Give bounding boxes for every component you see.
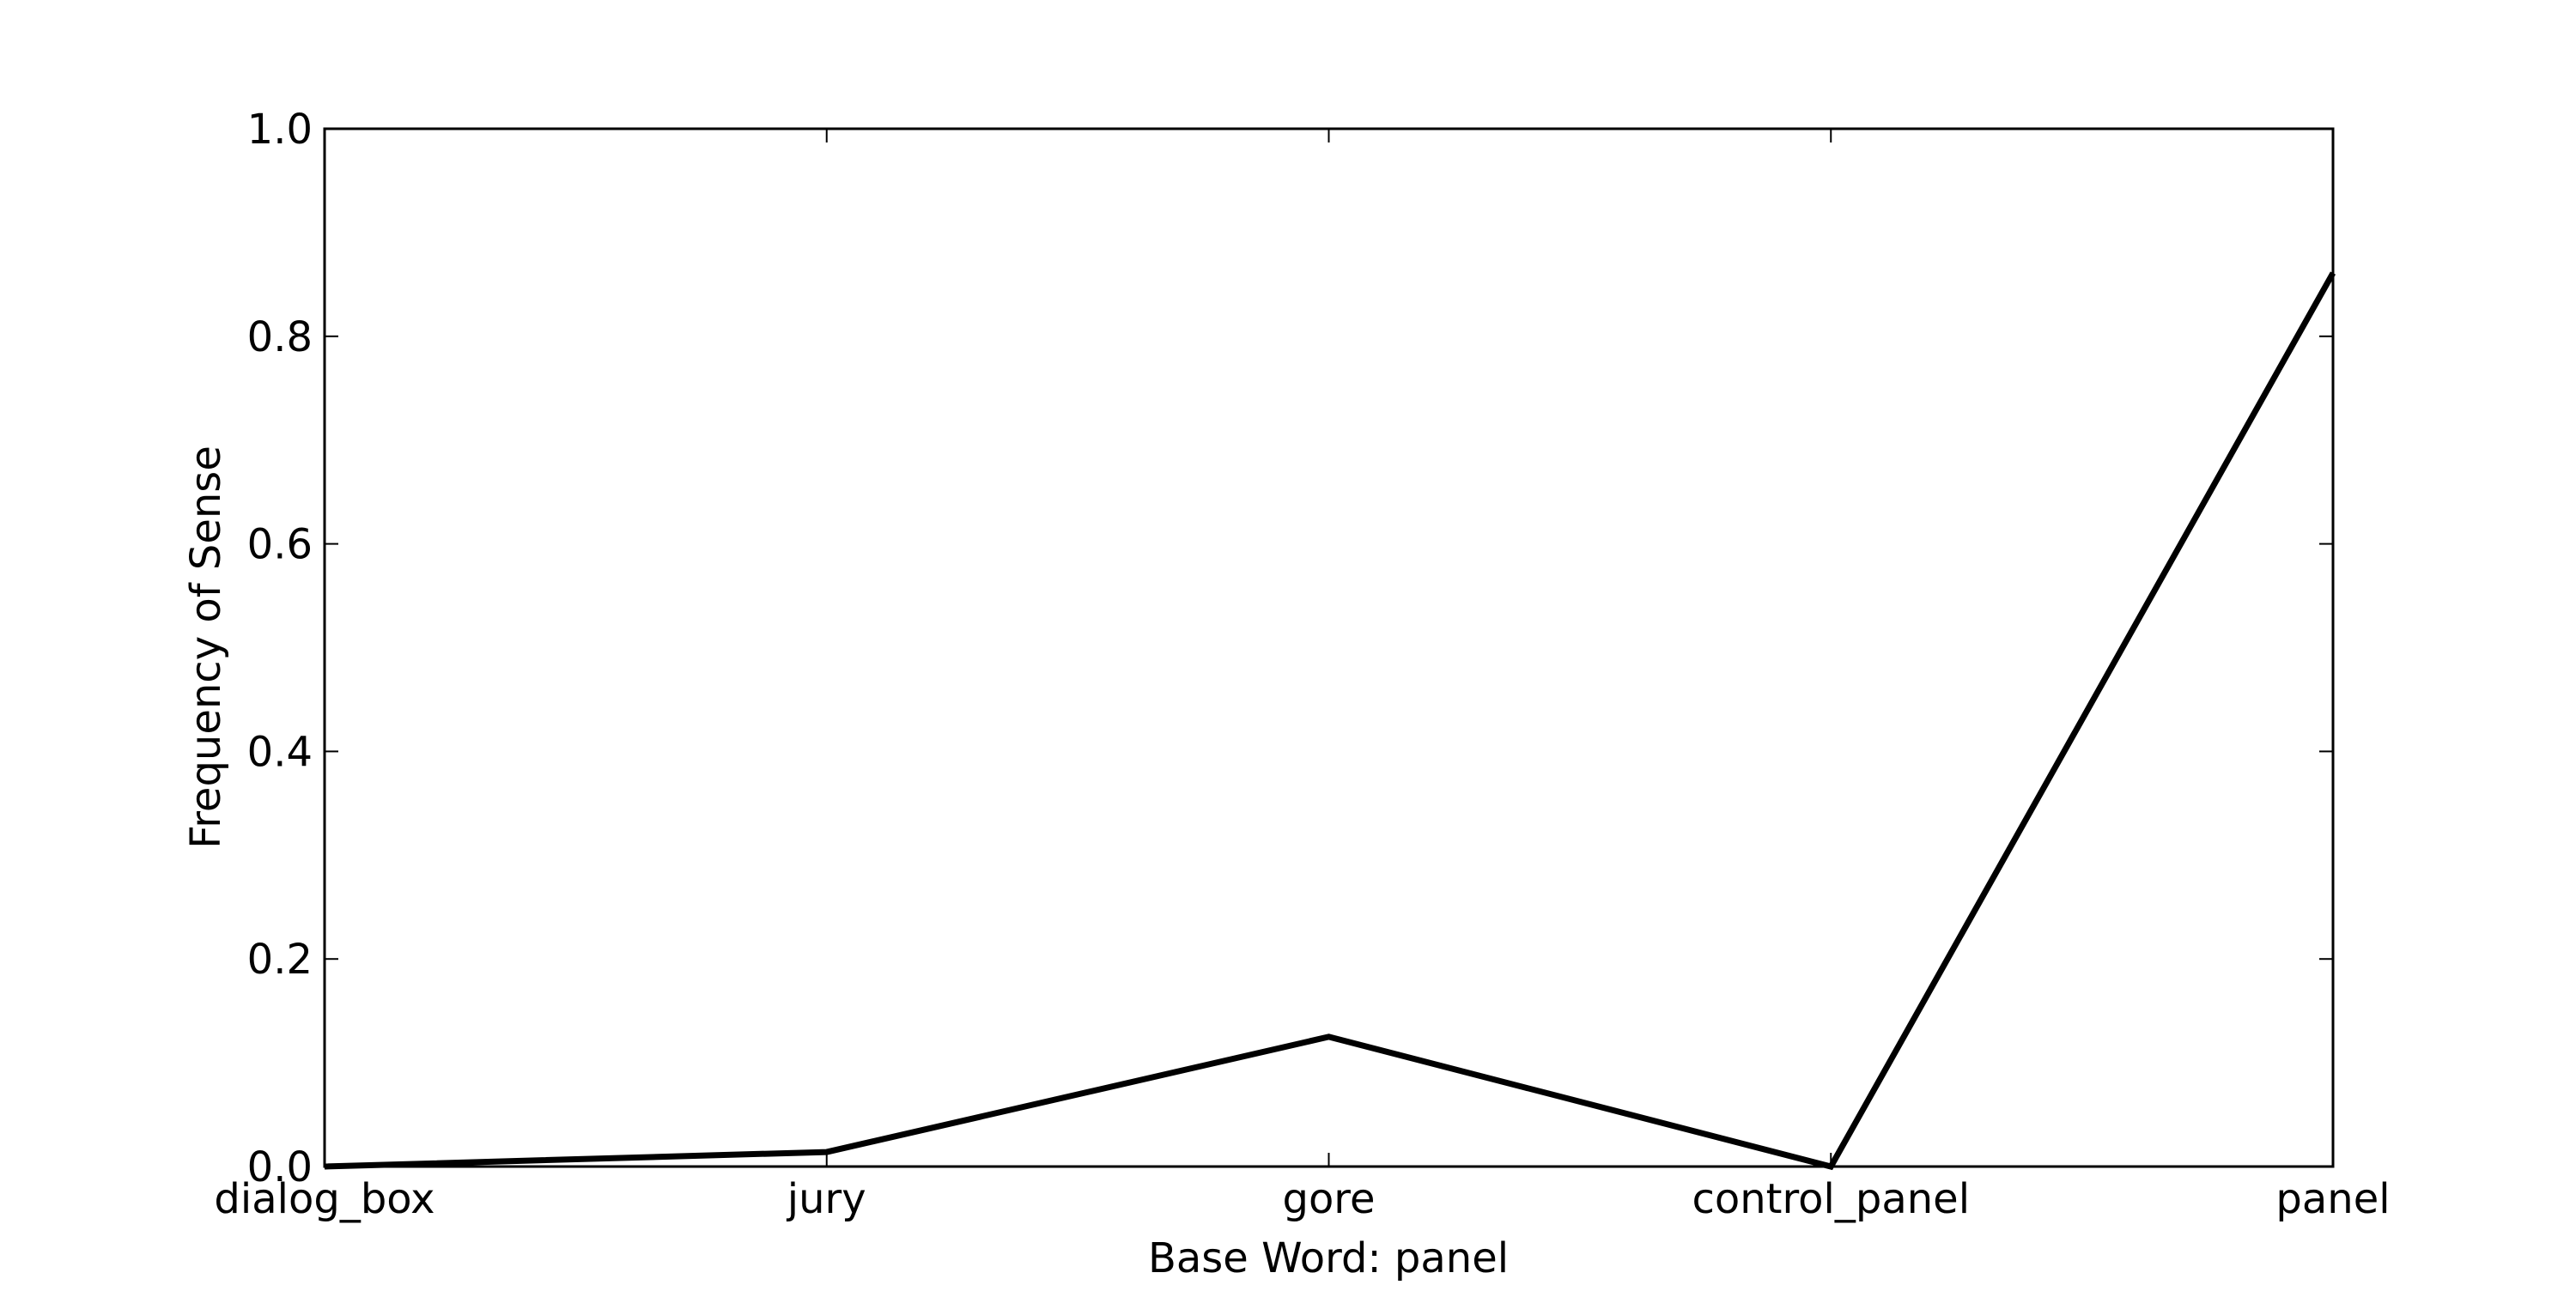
x-axis: dialog_box jury gore control_panel panel bbox=[214, 129, 2390, 1223]
y-tick-label: 0.6 bbox=[247, 521, 313, 569]
x-tick-label: dialog_box bbox=[214, 1175, 434, 1223]
y-tick-label: 0.4 bbox=[247, 728, 313, 776]
y-tick-label: 1.0 bbox=[247, 106, 313, 154]
y-axis: 0.00.20.40.60.81.0 bbox=[247, 106, 2333, 1191]
plot-area bbox=[325, 129, 2333, 1167]
series-group bbox=[325, 273, 2333, 1167]
y-axis-label: Frequency of Sense bbox=[182, 445, 230, 849]
x-tick-label: control_panel bbox=[1692, 1175, 1970, 1223]
x-tick-label: gore bbox=[1282, 1175, 1375, 1223]
x-tick-label: jury bbox=[787, 1175, 866, 1223]
series-line bbox=[325, 273, 2333, 1167]
x-axis-label: Base Word: panel bbox=[1148, 1234, 1509, 1282]
y-tick-label: 0.8 bbox=[247, 313, 313, 361]
x-tick-label: panel bbox=[2275, 1175, 2390, 1223]
y-tick-label: 0.2 bbox=[247, 936, 313, 984]
